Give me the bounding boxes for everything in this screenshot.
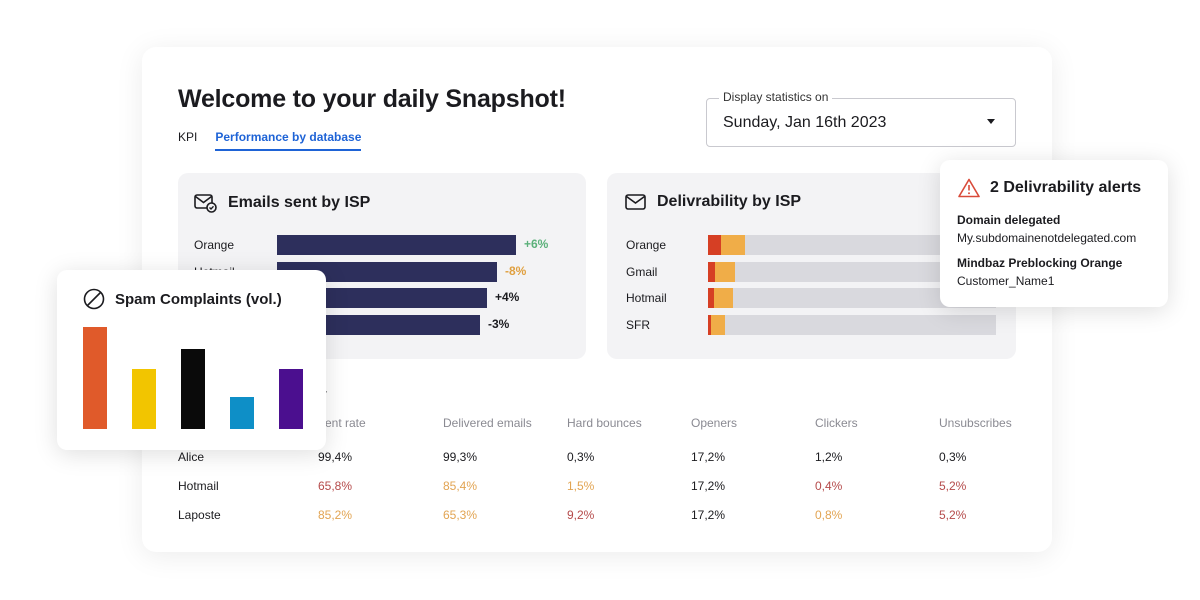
alert-name: Mindbaz Preblocking Orange bbox=[957, 256, 1123, 270]
spam-complaints-bar bbox=[279, 369, 303, 429]
spam-complaints-card: Spam Complaints (vol.) bbox=[57, 270, 326, 450]
isp-row-label: Orange bbox=[194, 238, 235, 252]
deliverability-title-text: Delivrability by ISP bbox=[657, 193, 802, 210]
table-row-name: Alice bbox=[178, 450, 205, 464]
table-cell: 99,3% bbox=[443, 450, 478, 464]
warning-icon bbox=[958, 178, 980, 198]
deliverability-track bbox=[708, 261, 996, 282]
table-column-header: Hard bounces bbox=[567, 416, 642, 430]
table-cell: 1,2% bbox=[815, 450, 843, 464]
table-row-name: Hotmail bbox=[178, 479, 219, 493]
table-cell: 9,2% bbox=[567, 508, 595, 522]
date-select[interactable]: Display statistics on Sunday, Jan 16th 2… bbox=[706, 90, 1016, 147]
tab-bar: KPI Performance by database bbox=[178, 130, 362, 151]
deliverability-orange-segment bbox=[715, 261, 735, 282]
deliverability-row-label: SFR bbox=[626, 317, 650, 332]
deliverability-red-segment bbox=[708, 314, 711, 335]
deliverability-track bbox=[708, 314, 996, 335]
deliverability-alerts-card[interactable]: 2 Delivrability alerts Domain delegated … bbox=[940, 160, 1168, 307]
spam-complaints-title: Spam Complaints (vol.) bbox=[83, 288, 282, 310]
deliverability-red-segment bbox=[708, 288, 714, 308]
deliverability-orange-segment bbox=[721, 235, 745, 255]
date-select-value: Sunday, Jan 16th 2023 bbox=[723, 114, 887, 131]
tab-performance-by-database[interactable]: Performance by database bbox=[215, 130, 362, 151]
table-row-name: Laposte bbox=[178, 508, 221, 522]
table-cell: 0,3% bbox=[567, 450, 595, 464]
table-column-header: Delivered emails bbox=[443, 416, 532, 430]
table-column-header: Openers bbox=[691, 416, 738, 430]
date-select-label: Display statistics on bbox=[719, 90, 833, 104]
isp-change-value: -3% bbox=[488, 316, 510, 331]
isp-volume-bar bbox=[277, 261, 497, 282]
table-cell: 5,2% bbox=[939, 479, 967, 493]
spam-complaints-title-text: Spam Complaints (vol.) bbox=[115, 290, 282, 308]
mail-icon bbox=[625, 194, 646, 210]
alert-detail: My.subdomainenotdelegated.com bbox=[957, 231, 1137, 245]
table-cell: 0,8% bbox=[815, 508, 843, 522]
spam-complaints-bar bbox=[132, 369, 156, 429]
deliverability-row-label: Orange bbox=[626, 238, 667, 252]
deliverability-red-segment bbox=[708, 261, 715, 282]
spam-complaints-bar bbox=[83, 327, 107, 429]
deliverability-row-label: Gmail bbox=[626, 264, 658, 279]
isp-volume-bar bbox=[277, 235, 516, 255]
page-title: Welcome to your daily Snapshot! bbox=[178, 85, 566, 113]
deliverability-track bbox=[708, 235, 996, 255]
mail-check-icon bbox=[194, 194, 217, 213]
deliverability-track bbox=[708, 288, 996, 308]
table-cell: 5,2% bbox=[939, 508, 967, 522]
table-cell: 0,4% bbox=[815, 479, 843, 493]
isp-volume-bar bbox=[277, 314, 480, 335]
isp-change-value: +4% bbox=[495, 290, 520, 304]
emails-sent-title-text: Emails sent by ISP bbox=[228, 194, 371, 211]
table-column-header: Clickers bbox=[815, 416, 858, 430]
alerts-title-text: 2 Delivrability alerts bbox=[990, 179, 1142, 196]
table-cell: 99,4% bbox=[318, 450, 353, 464]
isp-volume-bar bbox=[277, 288, 487, 308]
isp-change-value: +6% bbox=[524, 237, 549, 251]
table-cell: 85,2% bbox=[318, 508, 353, 522]
table-cell: 17,2% bbox=[691, 450, 726, 464]
deliverability-title: Delivrability by ISP bbox=[625, 193, 801, 211]
deliverability-row-label: Hotmail bbox=[626, 291, 667, 305]
alert-name: Domain delegated bbox=[957, 213, 1061, 227]
tab-kpi[interactable]: KPI bbox=[178, 130, 198, 144]
table-cell: 85,4% bbox=[443, 479, 478, 493]
table-cell: 0,3% bbox=[939, 450, 967, 464]
table-column-header: Unsubscribes bbox=[939, 416, 1012, 430]
table-column-header: ent rate bbox=[325, 416, 366, 430]
emails-sent-title: Emails sent by ISP bbox=[194, 193, 370, 213]
table-cell: 17,2% bbox=[691, 479, 726, 493]
table-cell: 65,3% bbox=[443, 508, 478, 522]
table-cell: 17,2% bbox=[691, 508, 726, 522]
chevron-down-icon[interactable] bbox=[987, 119, 995, 124]
deliverability-orange-segment bbox=[711, 314, 725, 335]
deliverability-red-segment bbox=[708, 235, 721, 255]
spam-complaints-bar bbox=[230, 397, 254, 429]
alerts-title: 2 Delivrability alerts bbox=[958, 178, 1141, 198]
block-icon bbox=[83, 288, 105, 310]
isp-change-value: -8% bbox=[505, 263, 527, 278]
deliverability-orange-segment bbox=[714, 288, 733, 308]
spam-complaints-bar bbox=[181, 349, 205, 429]
alert-detail: Customer_Name1 bbox=[957, 274, 1055, 288]
table-cell: 1,5% bbox=[567, 479, 595, 493]
table-cell: 65,8% bbox=[318, 479, 353, 493]
